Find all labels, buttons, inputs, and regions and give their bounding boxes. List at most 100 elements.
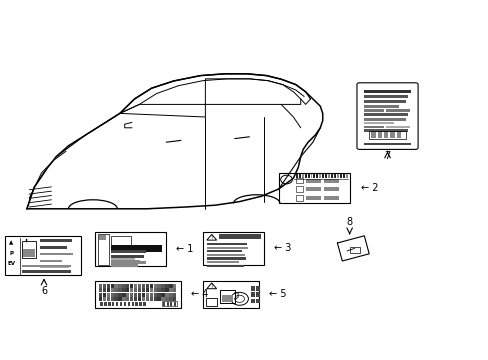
- Bar: [95, 281, 181, 308]
- Bar: [165, 297, 168, 301]
- Bar: [131, 302, 134, 306]
- Bar: [40, 260, 62, 262]
- Bar: [130, 284, 133, 288]
- Bar: [349, 247, 360, 253]
- Bar: [122, 297, 125, 301]
- Bar: [255, 292, 259, 297]
- Bar: [163, 302, 165, 306]
- Bar: [161, 288, 164, 292]
- Bar: [111, 261, 146, 264]
- Bar: [110, 297, 114, 301]
- Bar: [364, 90, 410, 93]
- Bar: [145, 288, 149, 292]
- Bar: [295, 174, 297, 178]
- Bar: [122, 284, 125, 288]
- Bar: [370, 132, 375, 138]
- Bar: [95, 232, 166, 266]
- Bar: [134, 293, 137, 297]
- Bar: [161, 284, 164, 288]
- Bar: [364, 126, 383, 128]
- Bar: [157, 288, 161, 292]
- Bar: [102, 297, 106, 301]
- Bar: [112, 302, 114, 306]
- Bar: [102, 288, 106, 292]
- Bar: [336, 174, 338, 178]
- Bar: [368, 131, 405, 139]
- Bar: [110, 288, 114, 292]
- Bar: [250, 286, 254, 291]
- Bar: [333, 174, 335, 178]
- Bar: [149, 293, 153, 297]
- Bar: [23, 249, 35, 256]
- Bar: [364, 95, 407, 98]
- FancyBboxPatch shape: [356, 83, 417, 149]
- Bar: [170, 302, 172, 306]
- Bar: [157, 284, 161, 288]
- Bar: [102, 293, 106, 297]
- Bar: [111, 260, 140, 262]
- Bar: [169, 297, 172, 301]
- Bar: [126, 288, 129, 292]
- Bar: [106, 297, 110, 301]
- Bar: [98, 234, 108, 265]
- Text: ← 5: ← 5: [268, 289, 286, 299]
- Bar: [173, 293, 176, 297]
- Bar: [114, 297, 118, 301]
- Bar: [219, 234, 260, 239]
- Bar: [169, 293, 172, 297]
- Bar: [134, 288, 137, 292]
- Bar: [364, 109, 383, 112]
- Bar: [165, 288, 168, 292]
- Bar: [255, 299, 259, 303]
- Bar: [106, 288, 110, 292]
- Bar: [205, 298, 216, 306]
- Bar: [5, 236, 81, 275]
- Bar: [386, 126, 409, 128]
- Bar: [157, 297, 161, 301]
- Text: 8: 8: [346, 217, 352, 227]
- Text: ← 4: ← 4: [190, 289, 208, 299]
- Bar: [99, 302, 154, 306]
- Bar: [364, 105, 398, 108]
- Bar: [206, 247, 248, 249]
- Bar: [157, 293, 161, 297]
- Bar: [22, 265, 71, 267]
- Bar: [301, 174, 303, 178]
- Bar: [323, 196, 339, 200]
- Bar: [307, 174, 309, 178]
- Text: 6: 6: [41, 286, 47, 296]
- Bar: [139, 302, 142, 306]
- Bar: [126, 297, 129, 301]
- Bar: [99, 293, 102, 297]
- Bar: [40, 246, 67, 249]
- Text: ← 1: ← 1: [176, 244, 193, 254]
- Bar: [162, 301, 177, 306]
- Bar: [161, 297, 164, 301]
- Bar: [206, 254, 244, 256]
- Bar: [349, 247, 360, 253]
- Bar: [323, 187, 339, 191]
- Bar: [106, 284, 110, 288]
- Bar: [130, 297, 133, 301]
- Bar: [116, 302, 118, 306]
- Bar: [110, 293, 114, 297]
- Bar: [126, 293, 129, 297]
- Bar: [295, 178, 303, 183]
- Bar: [396, 132, 400, 138]
- Bar: [106, 293, 110, 297]
- Bar: [142, 288, 145, 292]
- Bar: [323, 179, 339, 183]
- Bar: [305, 179, 321, 183]
- Bar: [169, 288, 172, 292]
- Text: !: !: [210, 284, 212, 289]
- Bar: [126, 284, 129, 288]
- Bar: [364, 129, 407, 132]
- Bar: [114, 293, 118, 297]
- Bar: [111, 250, 146, 253]
- Bar: [165, 293, 168, 297]
- Bar: [295, 195, 303, 201]
- Bar: [327, 174, 329, 178]
- Bar: [123, 302, 126, 306]
- Bar: [111, 264, 138, 267]
- Bar: [142, 284, 145, 288]
